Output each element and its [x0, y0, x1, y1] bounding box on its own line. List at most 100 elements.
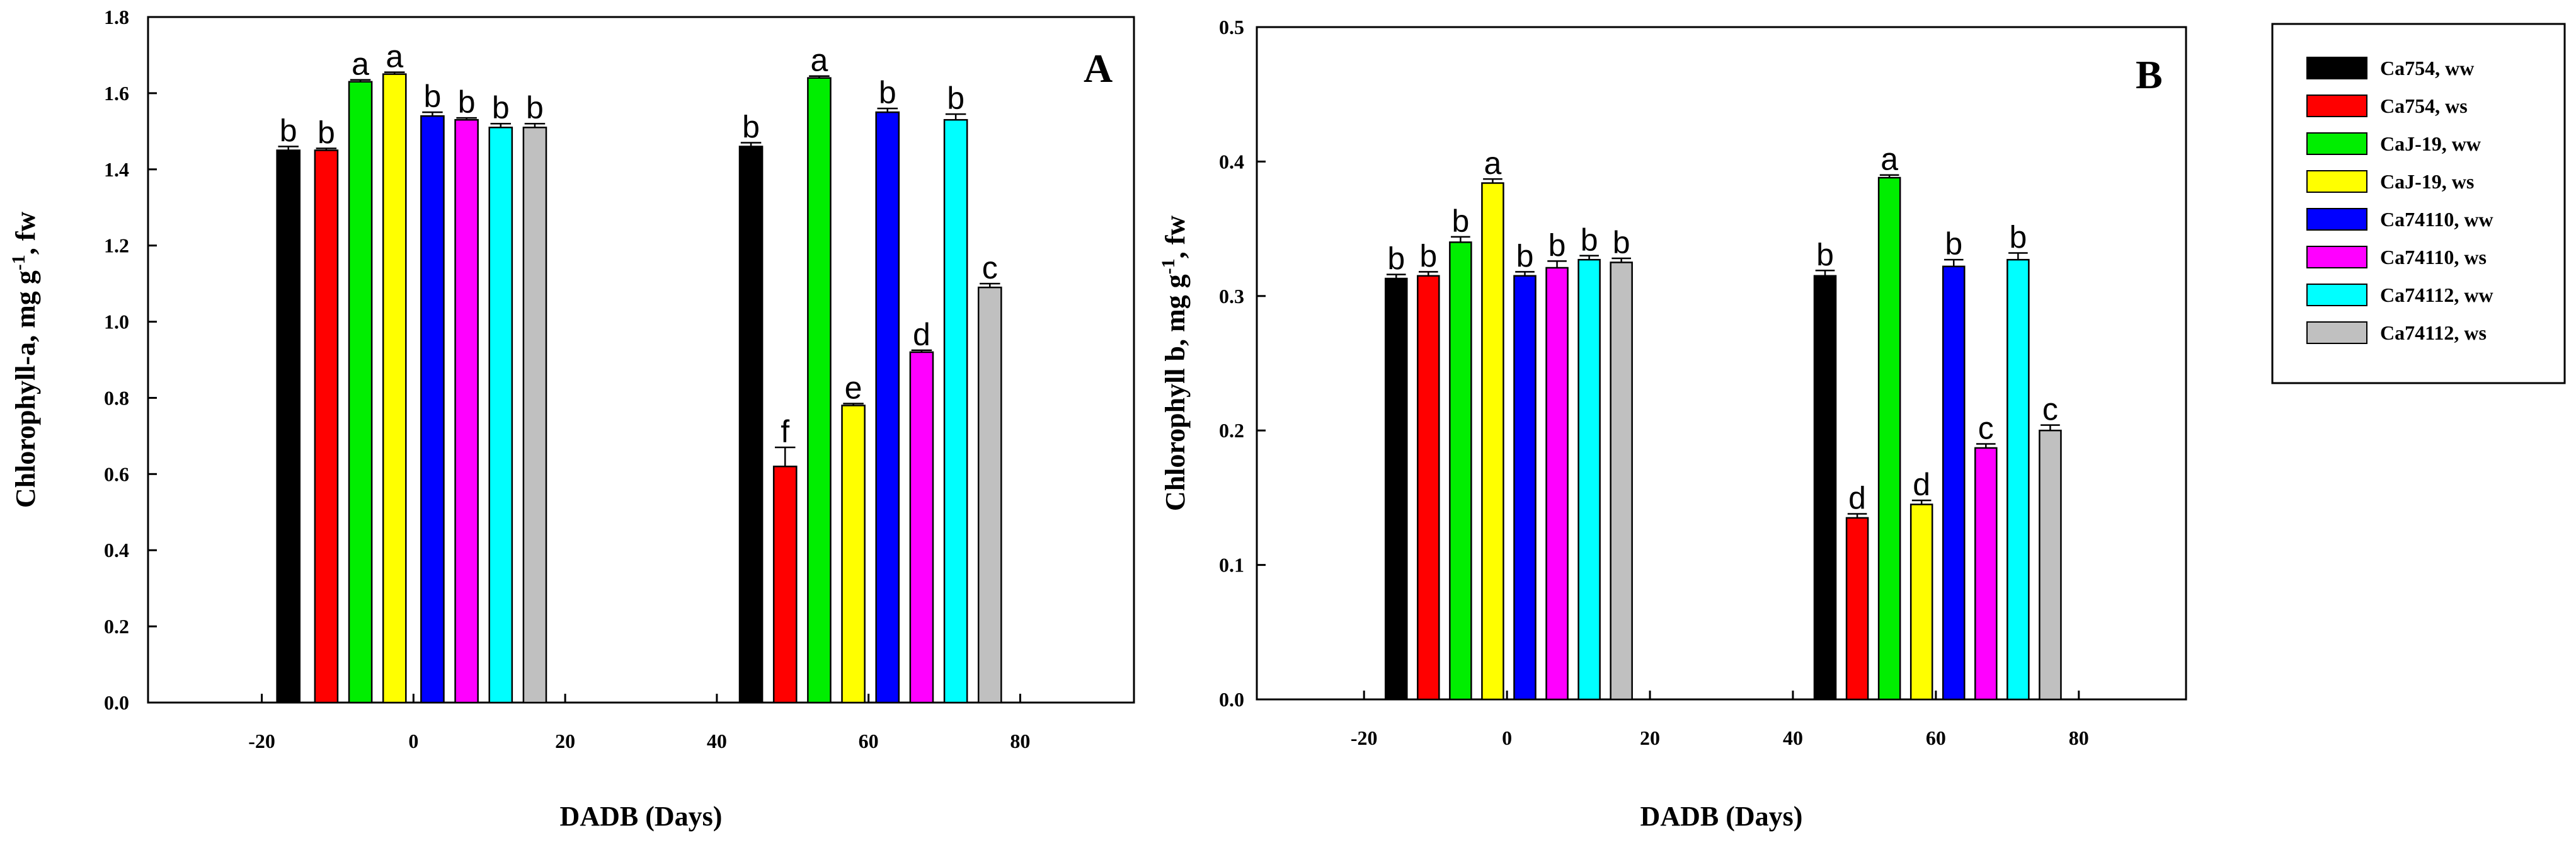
bar	[1813, 275, 1837, 701]
legend-label: Ca74112, ws	[2380, 321, 2487, 344]
bar	[454, 118, 479, 704]
bar	[1513, 275, 1537, 701]
y-tick-label: 1.2	[104, 234, 129, 257]
x-tick-label: 20	[1640, 727, 1660, 749]
plot-frame	[147, 16, 1135, 704]
significance-letter: b	[424, 79, 442, 114]
bar	[1545, 267, 1569, 701]
x-axis-title: DADB (Days)	[560, 801, 723, 832]
x-tick-label: 40	[707, 730, 727, 752]
significance-letter: b	[2009, 220, 2027, 255]
bar	[348, 81, 373, 704]
significance-letter: b	[526, 90, 544, 125]
panel-letter: B	[2136, 52, 2163, 97]
x-tick-label: 80	[1010, 730, 1030, 752]
legend-label: CaJ-19, ww	[2380, 132, 2481, 155]
significance-letter: e	[845, 370, 862, 406]
significance-letter: b	[1516, 238, 1534, 273]
y-tick-label: 0.6	[104, 462, 129, 485]
significance-letter: b	[1548, 227, 1566, 263]
significance-letter: b	[947, 81, 965, 116]
y-axis-title-part: , fw	[1160, 215, 1191, 259]
bar	[276, 149, 301, 704]
legend-swatch	[2306, 284, 2367, 306]
x-axis-title: DADB (Days)	[1640, 801, 1803, 832]
bar	[1384, 277, 1408, 701]
y-tick-label: 1.6	[104, 82, 129, 105]
bar	[2006, 258, 2030, 701]
legend-label: Ca754, ws	[2380, 95, 2468, 117]
legend-label: Ca74110, ww	[2380, 208, 2493, 231]
y-tick-label: 1.8	[104, 6, 129, 28]
y-tick-label: 0.8	[104, 386, 129, 409]
x-tick-label: -20	[248, 730, 275, 752]
significance-letter: b	[879, 75, 896, 110]
y-tick-label: 0.1	[1219, 554, 1244, 577]
significance-letter: b	[1451, 204, 1469, 239]
bar	[875, 111, 900, 704]
bar	[772, 465, 798, 704]
y-axis-title-part: , fw	[10, 212, 41, 255]
significance-letter: b	[1945, 226, 1962, 261]
x-tick-label: 20	[555, 730, 575, 752]
bar	[382, 73, 407, 704]
bar	[977, 286, 1002, 704]
significance-letter: b	[280, 113, 297, 149]
significance-letter: a	[810, 43, 828, 78]
y-tick-label: 0.0	[1219, 688, 1244, 711]
y-tick-label: 0.2	[104, 615, 129, 638]
significance-letter: c	[982, 250, 998, 285]
significance-letter: a	[1880, 142, 1898, 177]
legend-swatch	[2306, 132, 2367, 155]
significance-letter: d	[1913, 467, 1930, 502]
legend-label: Ca74110, ws	[2380, 246, 2487, 268]
legend-swatch	[2306, 208, 2367, 231]
y-axis-title-part: Chlorophyll-a, mg g	[10, 270, 41, 508]
legend-swatch	[2306, 95, 2367, 117]
significance-letter: a	[1484, 146, 1502, 181]
y-tick-label: 1.4	[104, 158, 129, 181]
y-tick-label: 0.5	[1219, 16, 1244, 38]
legend-swatch	[2306, 57, 2367, 79]
bar	[2039, 429, 2062, 701]
bar	[841, 405, 866, 704]
bar	[1877, 176, 1901, 701]
y-axis-title-superscript: -1	[8, 255, 29, 270]
bar	[314, 149, 339, 704]
x-tick-label: 60	[859, 730, 879, 752]
legend: Ca754, ww Ca754, ws CaJ-19, ww CaJ-19, ws Ca…	[2271, 23, 2566, 384]
x-tick-label: 0	[1502, 727, 1512, 749]
bar	[488, 127, 513, 704]
panel-letter: A	[1084, 46, 1113, 91]
y-axis-title: Chlorophyll b, mg g-1, fw	[1158, 215, 1191, 511]
significance-letter: b	[1613, 225, 1630, 260]
bar	[738, 146, 764, 704]
significance-letter: c	[1978, 411, 1994, 446]
significance-letter: d	[1848, 481, 1866, 516]
bar	[1481, 182, 1504, 701]
x-tick-label: -20	[1351, 727, 1378, 749]
significance-letter: b	[318, 115, 335, 151]
significance-letter: b	[458, 84, 476, 120]
bar	[1577, 258, 1601, 701]
y-tick-label: 1.0	[104, 311, 129, 333]
significance-letter: c	[2042, 392, 2058, 427]
bar	[1909, 503, 1933, 701]
legend-swatch	[2306, 246, 2367, 268]
y-axis-title-superscript: -1	[1158, 258, 1179, 274]
y-axis-title-part: Chlorophyll b, mg g	[1160, 274, 1191, 511]
y-tick-label: 0.2	[1219, 419, 1244, 442]
significance-letter: a	[352, 47, 369, 82]
legend-label: CaJ-19, ws	[2380, 170, 2474, 193]
x-tick-label: 60	[1926, 727, 1946, 749]
significance-letter: b	[1387, 241, 1405, 277]
legend-label: Ca74112, ww	[2380, 284, 2493, 306]
significance-letter: b	[1419, 238, 1437, 273]
bar	[807, 77, 832, 704]
bar	[943, 118, 968, 704]
significance-letter: b	[1581, 222, 1598, 258]
plot-frame	[1256, 26, 2187, 701]
x-tick-label: 40	[1783, 727, 1803, 749]
bar	[1845, 517, 1869, 701]
